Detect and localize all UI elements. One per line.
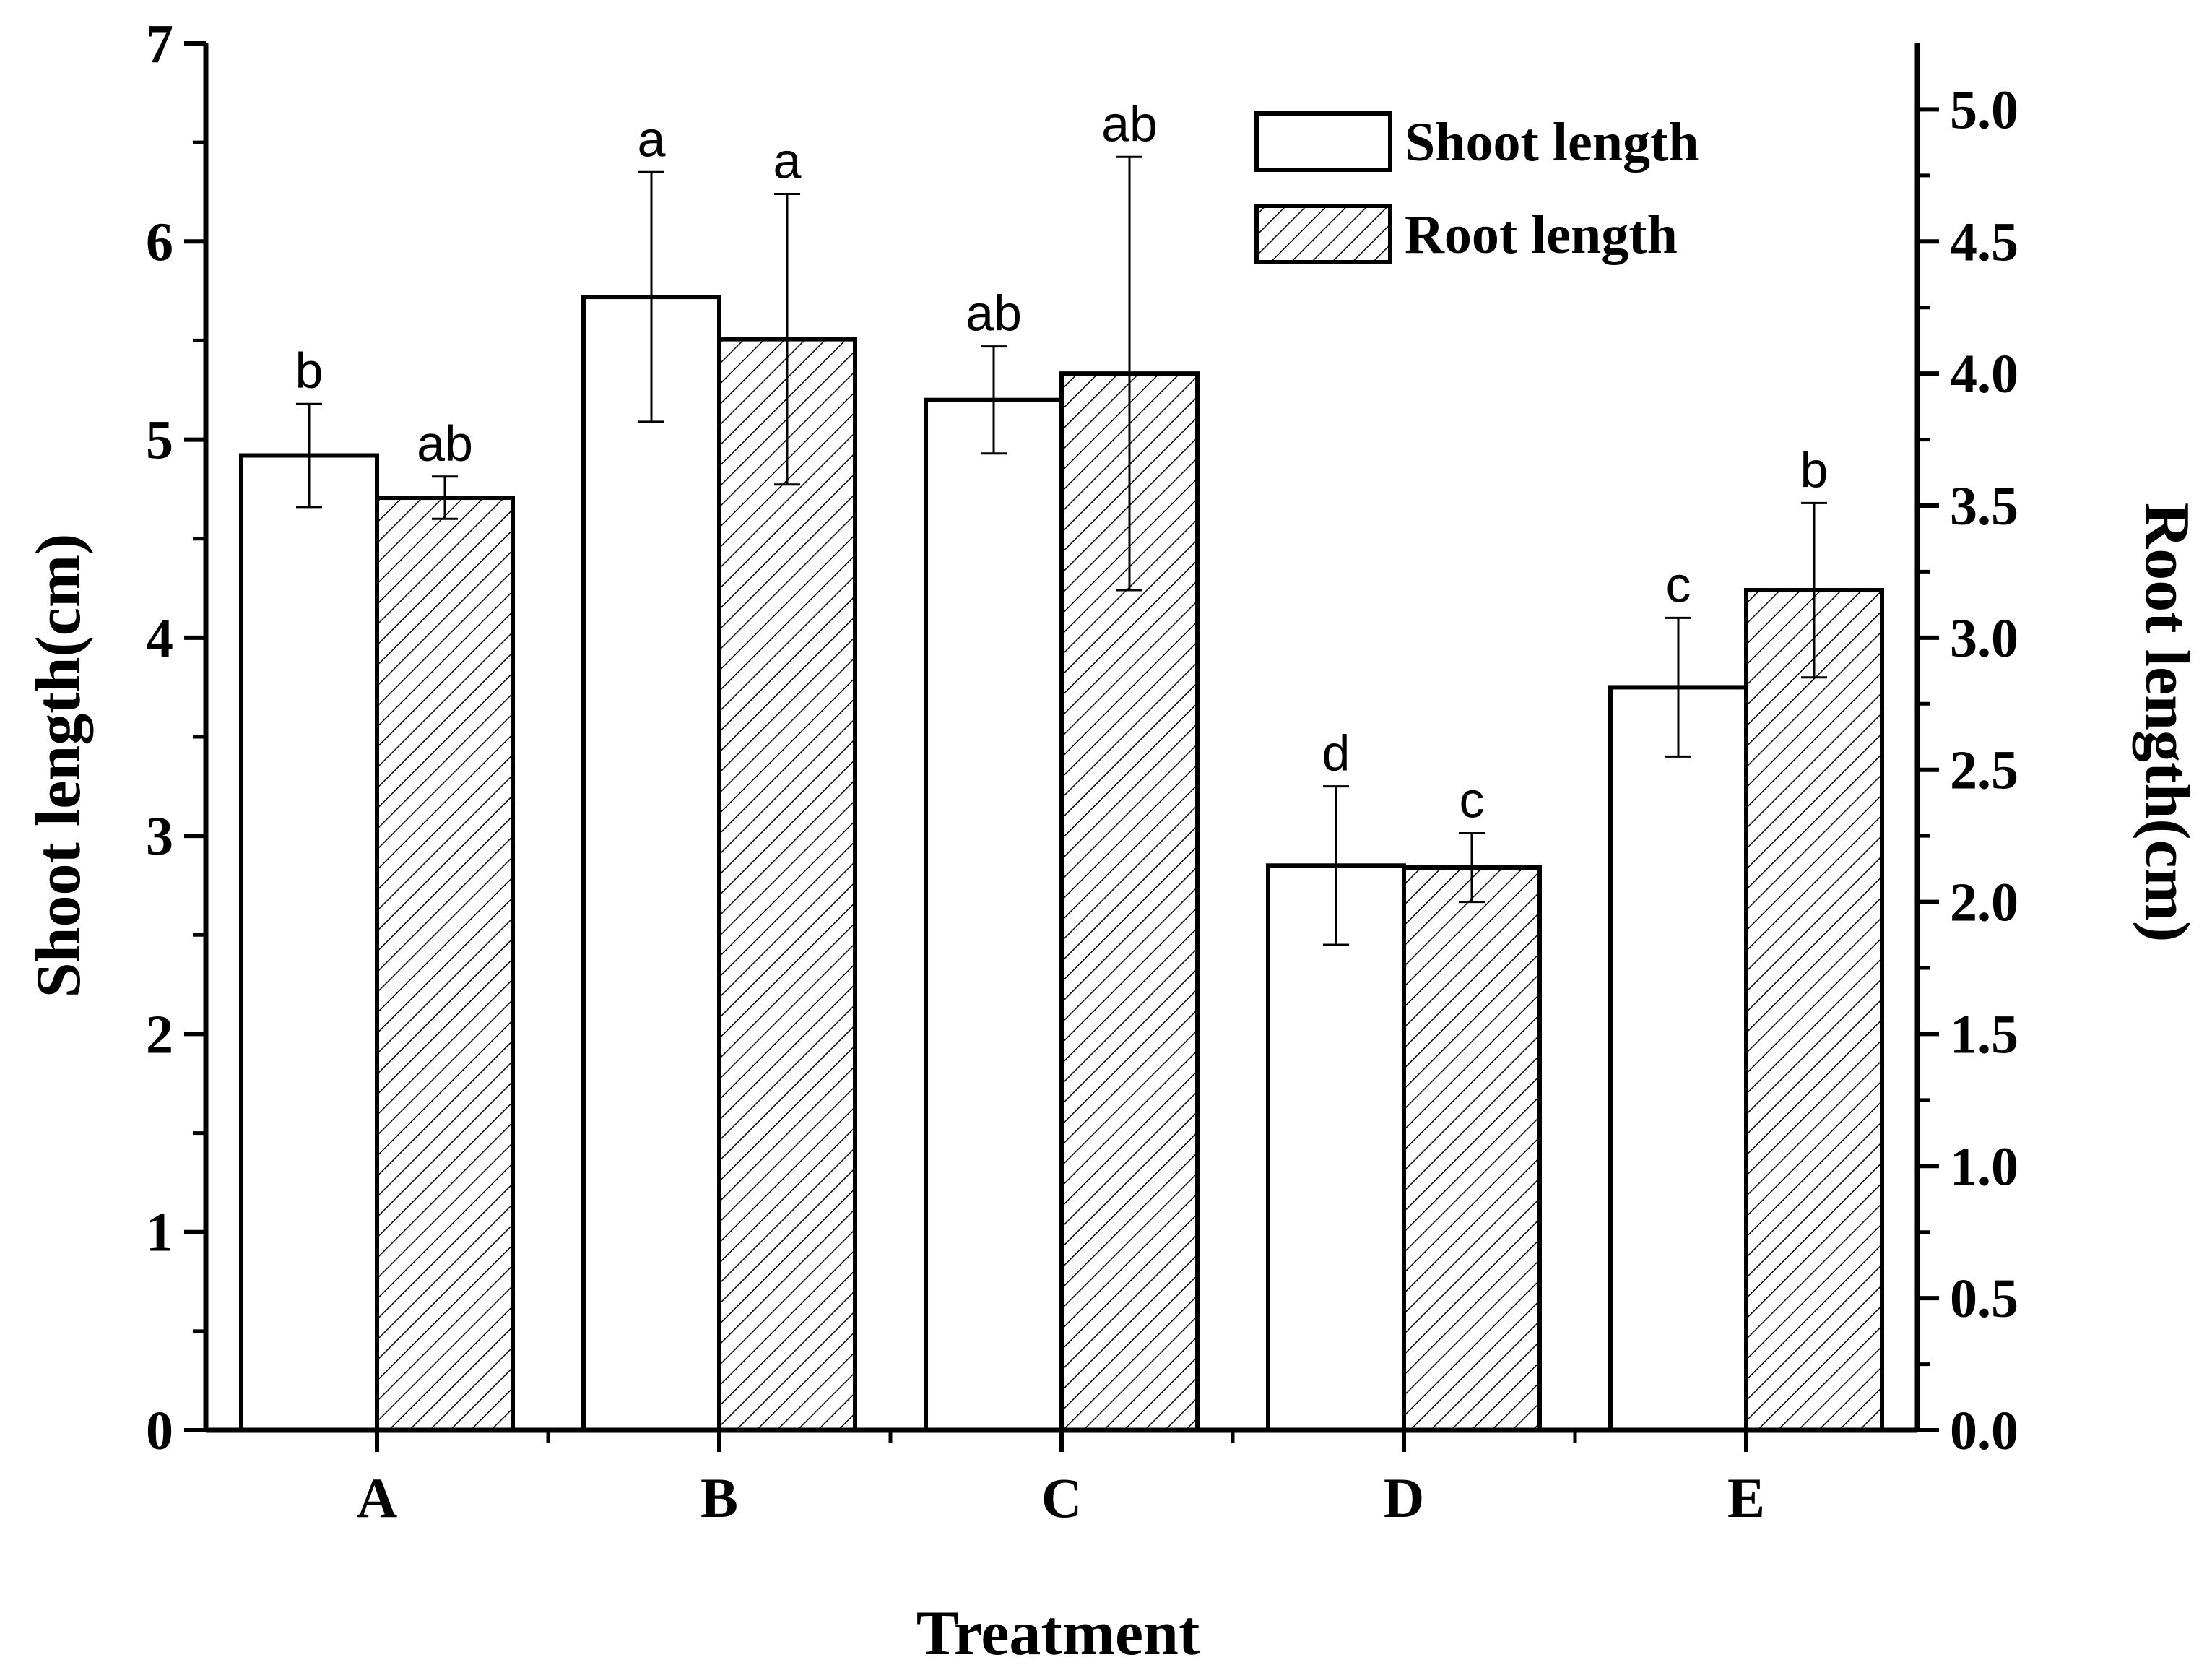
y2-tick-label-1.0: 1.0 [1950, 1136, 2018, 1197]
y-tick-label-3: 3 [146, 806, 173, 867]
bar-shoot-C [924, 397, 1064, 1433]
bar-root-E [1744, 588, 1884, 1432]
sig-label-shoot-E: c [1666, 556, 1691, 613]
y2-tick-label-3.5: 3.5 [1950, 476, 2018, 537]
axis-ticks-layer: A B C D E 0 1 2 3 4 5 6 7 0.0 0.5 1.0 1.5 2.0 2.5 3.0 3.5 4.0… [146, 14, 2018, 1529]
error-bar-root-E [1801, 501, 1827, 679]
legend: Shoot length Root length [1254, 111, 1699, 265]
y-tick-label-6: 6 [146, 212, 173, 272]
y2-tick-label-2.0: 2.0 [1950, 873, 2018, 933]
y2-tick-label-5.0: 5.0 [1950, 79, 2018, 140]
sig-label-shoot-D: d [1322, 725, 1350, 782]
y2-tick-label-2.5: 2.5 [1950, 740, 2018, 801]
error-bar-root-A [432, 475, 458, 520]
y2-tick-label-0.0: 0.0 [1950, 1401, 2018, 1461]
error-bar-root-D [1459, 831, 1485, 904]
bar-root-D [1402, 865, 1542, 1432]
error-bar-root-C [1116, 155, 1142, 592]
legend-swatch-shoot [1254, 111, 1392, 172]
x-tick-label-B: B [701, 1466, 738, 1529]
y2-tick-label-3.0: 3.0 [1950, 608, 2018, 669]
error-bar-shoot-E [1665, 616, 1691, 758]
x-tick-label-E: E [1727, 1466, 1765, 1529]
y-tick-label-4: 4 [146, 608, 173, 669]
y2-tick-label-4.0: 4.0 [1950, 344, 2018, 405]
y2-tick-label-4.5: 4.5 [1950, 212, 2018, 272]
sig-label-shoot-A: b [295, 342, 324, 399]
y2-tick-label-0.5: 0.5 [1950, 1268, 2018, 1329]
y-tick-label-5: 5 [146, 410, 173, 471]
bar-shoot-D [1266, 863, 1406, 1433]
error-bar-shoot-B [638, 170, 664, 423]
error-bars-layer [296, 155, 1827, 946]
error-bar-root-B [774, 192, 800, 486]
y-tick-label-0: 0 [146, 1401, 173, 1461]
bars-layer [239, 295, 1884, 1433]
legend-label-shoot: Shoot length [1405, 112, 1699, 173]
bar-root-B [717, 337, 857, 1433]
error-bar-shoot-A [296, 402, 322, 509]
y2-axis-title: Root length(cm) [2132, 503, 2202, 943]
sig-label-root-B: a [773, 132, 802, 189]
significance-labels-layer: b ab a a ab ab d c c b [295, 95, 1829, 828]
sig-label-shoot-B: a [638, 111, 666, 167]
bar-shoot-B [581, 295, 721, 1433]
x-tick-label-D: D [1384, 1466, 1424, 1529]
sig-label-root-A: ab [417, 415, 473, 472]
x-tick-label-C: C [1041, 1466, 1082, 1529]
x-axis-title: Treatment [916, 1599, 1200, 1669]
y-tick-label-7: 7 [146, 14, 173, 74]
y2-tick-label-1.5: 1.5 [1950, 1004, 2018, 1065]
legend-swatch-root [1254, 204, 1392, 264]
y-axis-title: Shoot length(cm) [24, 534, 94, 998]
bar-shoot-E [1608, 685, 1748, 1432]
bar-shoot-A [239, 453, 379, 1432]
legend-label-root: Root length [1405, 204, 1678, 265]
sig-label-root-C: ab [1101, 95, 1158, 152]
sig-label-shoot-C: ab [966, 285, 1022, 342]
bar-root-A [375, 496, 515, 1432]
sig-label-root-D: c [1460, 771, 1485, 828]
error-bar-shoot-D [1323, 785, 1349, 946]
x-tick-label-A: A [357, 1466, 397, 1529]
error-bar-shoot-C [981, 345, 1007, 455]
sig-label-root-E: b [1800, 441, 1829, 498]
y-tick-label-2: 2 [146, 1004, 173, 1065]
y-tick-label-1: 1 [146, 1203, 173, 1263]
